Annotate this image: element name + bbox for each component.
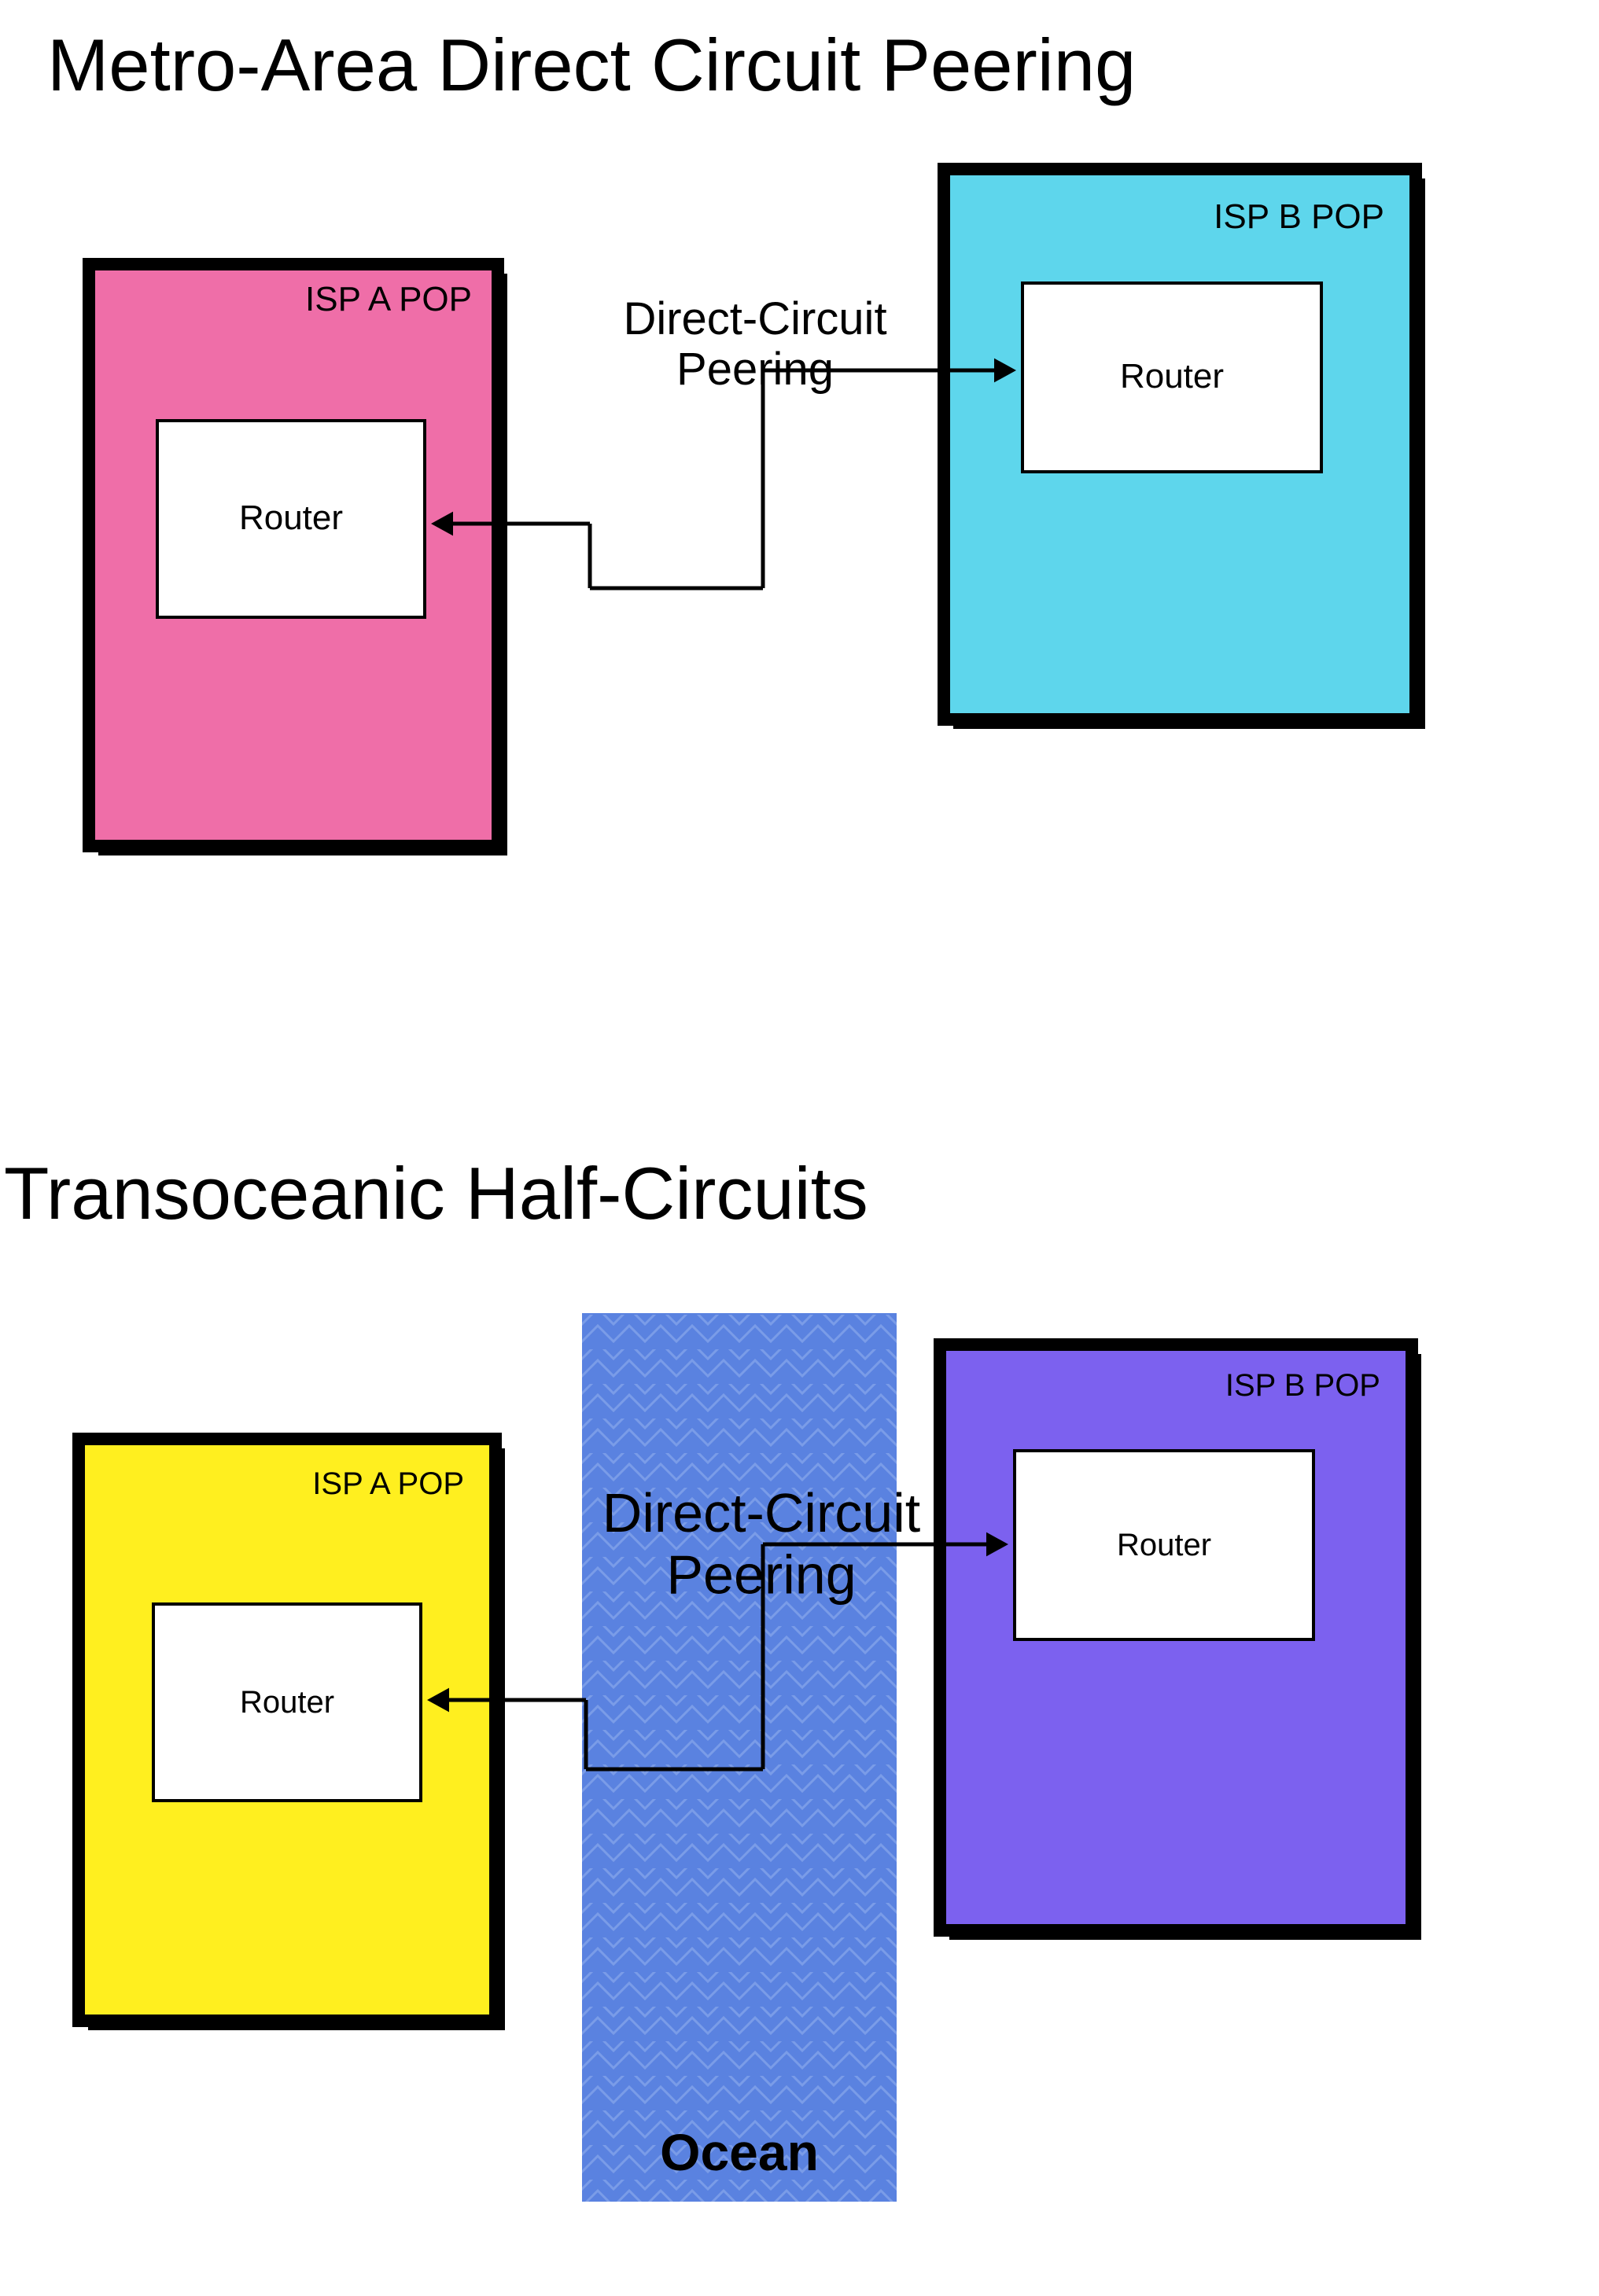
ocean-box xyxy=(582,1313,897,2202)
section2-link-label-1: Direct-Circuit xyxy=(602,1482,920,1544)
section1-pop-b-label: ISP B POP xyxy=(1214,197,1384,236)
section2-link-label-2: Peering xyxy=(666,1544,856,1605)
section1-pop-b-router-label: Router xyxy=(1120,357,1224,396)
section2-pop-a-label: ISP A POP xyxy=(312,1466,464,1501)
section1-link-label-2: Peering xyxy=(676,344,834,395)
section1-pop-a-label: ISP A POP xyxy=(305,280,472,318)
section2-title: Transoceanic Half-Circuits xyxy=(4,1152,868,1234)
section2-pop-a-router-label: Router xyxy=(240,1685,334,1720)
section1-link-label-1: Direct-Circuit xyxy=(623,293,886,344)
section1-title: Metro-Area Direct Circuit Peering xyxy=(47,24,1136,106)
ocean-label: Ocean xyxy=(660,2123,819,2181)
section2-pop-b-label: ISP B POP xyxy=(1225,1368,1380,1403)
section2-pop-b-router-label: Router xyxy=(1117,1528,1211,1562)
section1-pop-a-router-label: Router xyxy=(239,499,343,537)
